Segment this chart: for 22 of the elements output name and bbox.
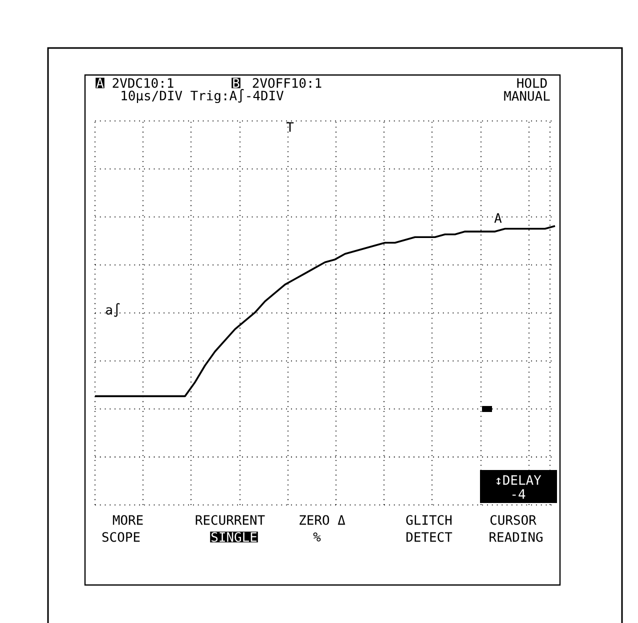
text: 2VDC10:1	[112, 78, 174, 88]
text: SINGLE	[211, 532, 257, 542]
annotation: ↕DELAY	[496, 475, 542, 485]
annotation: -4	[512, 489, 526, 499]
text: READING	[490, 532, 542, 542]
text: %	[313, 532, 321, 542]
text: HOLD	[517, 78, 547, 88]
text: ZERO Δ	[300, 515, 346, 525]
text: 2VOFF10:1	[252, 78, 322, 88]
text: MANUAL	[504, 91, 550, 101]
text: T	[286, 122, 294, 132]
text: RECURRENT	[196, 515, 265, 525]
annotation: a∫	[106, 303, 120, 317]
text: B	[233, 78, 240, 88]
text: MORE	[112, 515, 143, 525]
text: SCOPE	[102, 532, 140, 542]
text: A	[494, 213, 502, 223]
text: GLITCH	[406, 515, 452, 525]
text: DETECT	[406, 532, 452, 542]
text: CURSOR	[490, 515, 536, 525]
text: A	[96, 78, 104, 88]
text: 10µs/DIV Trig:A∫-4DIV	[122, 88, 284, 104]
